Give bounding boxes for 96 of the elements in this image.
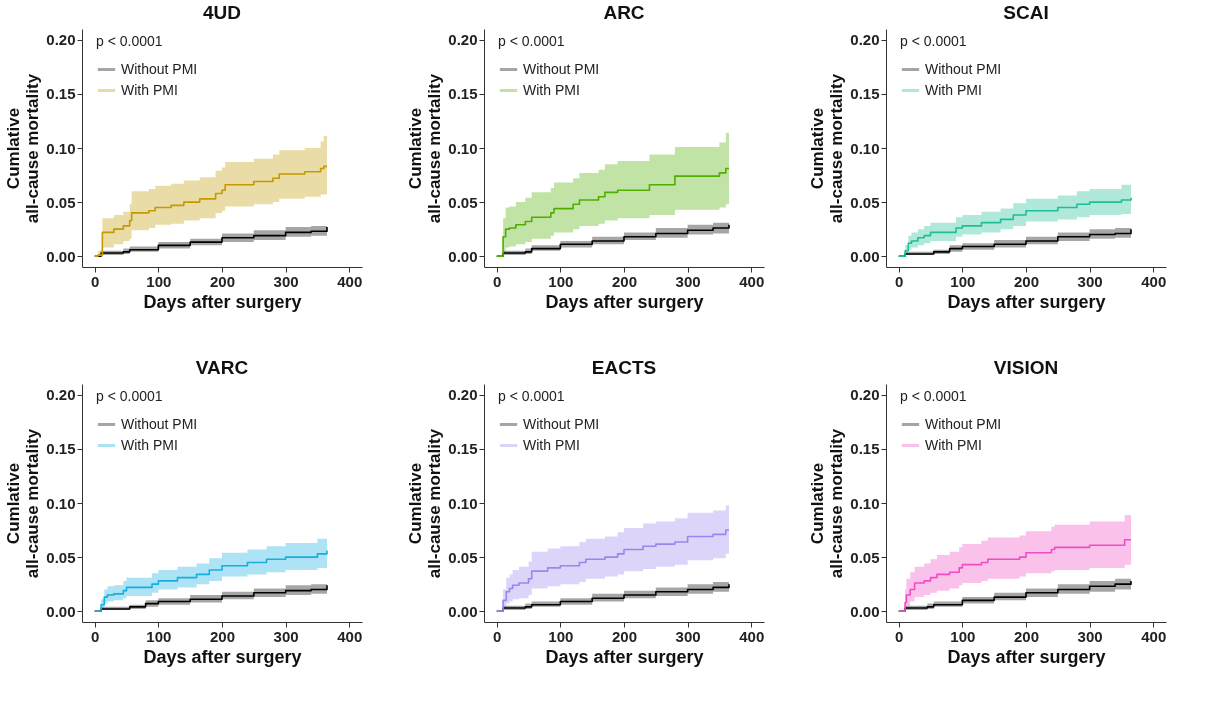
- x-tick-label: 100: [146, 272, 172, 290]
- x-axis-title: Days after surgery: [545, 646, 704, 667]
- legend-label: With PMI: [121, 81, 178, 98]
- legend-label: With PMI: [925, 81, 982, 98]
- x-tick-label: 0: [895, 272, 904, 290]
- y-tick-label: 0.15: [448, 440, 478, 458]
- x-tick-label: 0: [895, 627, 904, 645]
- x-axis-title: Days after surgery: [545, 291, 704, 312]
- y-tick-label: 0.00: [46, 247, 76, 265]
- y-tick-label: 0.00: [46, 602, 76, 620]
- x-tick-label: 400: [337, 627, 363, 645]
- x-tick-label: 200: [1013, 272, 1040, 290]
- annotation: p < 0.0001: [96, 33, 163, 49]
- legend-label: Without PMI: [121, 415, 198, 432]
- y-axis-title: Cumlative all-cause mortality: [808, 73, 847, 224]
- y-axis-title: Cumlative all-cause mortality: [808, 428, 847, 579]
- annotation: p < 0.0001: [900, 33, 967, 49]
- y-tick-label: 0.20: [46, 386, 76, 404]
- chart-title: 4UD: [202, 2, 242, 23]
- y-tick-label: 0.15: [46, 440, 76, 458]
- annotation: p < 0.0001: [900, 388, 967, 404]
- y-tick-label: 0.05: [850, 193, 880, 211]
- legend-label: With PMI: [925, 436, 982, 453]
- x-tick-label: 400: [739, 272, 765, 290]
- y-tick-label: 0.20: [448, 386, 478, 404]
- y-tick-label: 0.05: [46, 548, 76, 566]
- x-tick-label: 400: [739, 627, 765, 645]
- y-tick-label: 0.05: [46, 193, 76, 211]
- legend-label: With PMI: [523, 436, 580, 453]
- legend-label: Without PMI: [121, 60, 198, 77]
- x-tick-label: 100: [146, 627, 172, 645]
- y-tick-label: 0.10: [850, 494, 880, 512]
- y-tick-label: 0.10: [46, 494, 76, 512]
- x-tick-label: 0: [91, 627, 100, 645]
- x-tick-label: 200: [209, 272, 236, 290]
- legend-label: Without PMI: [523, 60, 600, 77]
- x-tick-label: 200: [611, 627, 638, 645]
- x-axis-title: Days after surgery: [947, 291, 1106, 312]
- legend-label: With PMI: [121, 436, 178, 453]
- annotation: p < 0.0001: [498, 33, 565, 49]
- y-tick-label: 0.15: [850, 85, 880, 103]
- chart-title: SCAI: [1003, 2, 1049, 23]
- y-tick-label: 0.15: [850, 440, 880, 458]
- x-axis-title: Days after surgery: [143, 291, 302, 312]
- x-tick-label: 400: [1141, 627, 1167, 645]
- y-tick-label: 0.10: [46, 139, 76, 157]
- y-tick-label: 0.10: [448, 494, 478, 512]
- y-tick-label: 0.05: [448, 193, 478, 211]
- y-tick-label: 0.05: [448, 548, 478, 566]
- x-tick-label: 300: [675, 272, 701, 290]
- x-tick-label: 300: [273, 272, 299, 290]
- legend-label: With PMI: [523, 81, 580, 98]
- legend-label: Without PMI: [523, 415, 600, 432]
- annotation: p < 0.0001: [96, 388, 163, 404]
- chart-title: VARC: [195, 357, 249, 378]
- x-tick-label: 300: [1077, 627, 1103, 645]
- legend-label: Without PMI: [925, 415, 1002, 432]
- y-tick-label: 0.00: [448, 247, 478, 265]
- x-tick-label: 0: [493, 627, 502, 645]
- y-tick-label: 0.00: [850, 247, 880, 265]
- y-tick-label: 0.00: [448, 602, 478, 620]
- y-tick-label: 0.20: [850, 31, 880, 49]
- y-tick-label: 0.05: [850, 548, 880, 566]
- x-tick-label: 100: [950, 272, 976, 290]
- x-tick-label: 400: [337, 272, 363, 290]
- annotation: p < 0.0001: [498, 388, 565, 404]
- x-tick-label: 0: [91, 272, 100, 290]
- x-axis-title: Days after surgery: [143, 646, 302, 667]
- x-tick-label: 200: [611, 272, 638, 290]
- y-tick-label: 0.20: [850, 386, 880, 404]
- x-tick-label: 200: [209, 627, 236, 645]
- y-axis-title: Cumlative all-cause mortality: [406, 73, 445, 224]
- y-axis-title: Cumlative all-cause mortality: [406, 428, 445, 579]
- y-tick-label: 0.15: [46, 85, 76, 103]
- y-tick-label: 0.20: [448, 31, 478, 49]
- x-tick-label: 100: [548, 272, 574, 290]
- y-tick-label: 0.10: [448, 139, 478, 157]
- x-tick-label: 100: [548, 627, 574, 645]
- y-tick-label: 0.15: [448, 85, 478, 103]
- y-tick-label: 0.10: [850, 139, 880, 157]
- y-tick-label: 0.20: [46, 31, 76, 49]
- chart-title: ARC: [603, 2, 645, 23]
- x-tick-label: 300: [675, 627, 701, 645]
- y-axis-title: Cumlative all-cause mortality: [4, 428, 43, 579]
- y-axis-title: Cumlative all-cause mortality: [4, 73, 43, 224]
- x-tick-label: 300: [273, 627, 299, 645]
- x-axis-title: Days after surgery: [947, 646, 1106, 667]
- x-tick-label: 300: [1077, 272, 1103, 290]
- y-tick-label: 0.00: [850, 602, 880, 620]
- chart-title: EACTS: [591, 357, 657, 378]
- x-tick-label: 400: [1141, 272, 1167, 290]
- x-tick-label: 0: [493, 272, 502, 290]
- legend-label: Without PMI: [925, 60, 1002, 77]
- x-tick-label: 100: [950, 627, 976, 645]
- chart-title: VISION: [993, 357, 1059, 378]
- x-tick-label: 200: [1013, 627, 1040, 645]
